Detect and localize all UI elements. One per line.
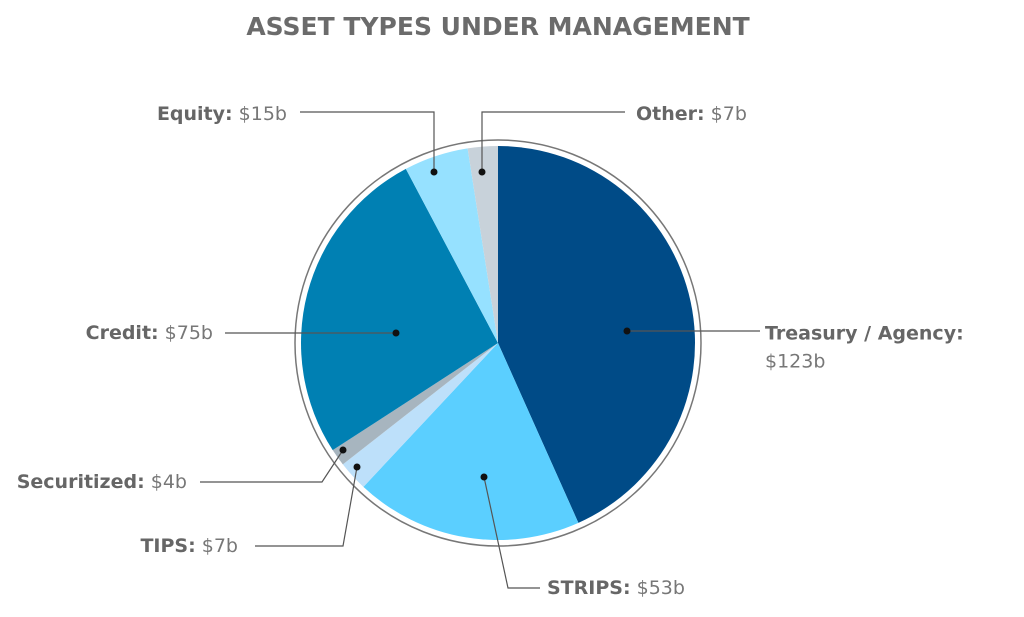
slice-value: $7b bbox=[202, 535, 238, 557]
leader-line bbox=[483, 476, 540, 589]
slice-label: Equity: bbox=[157, 103, 233, 125]
slice-label: Other: bbox=[636, 103, 705, 125]
slice-label-group: Other: $7b bbox=[636, 103, 747, 125]
slice-value: $75b bbox=[165, 322, 213, 344]
pie-slice bbox=[342, 343, 498, 487]
pie-ring bbox=[294, 139, 702, 547]
chart-title: ASSET TYPES UNDER MANAGEMENT bbox=[246, 12, 749, 41]
pie-slice bbox=[332, 343, 498, 465]
slice-label: Credit: bbox=[86, 322, 159, 344]
slice-value: $53b bbox=[637, 577, 685, 599]
leader-dot bbox=[480, 473, 488, 481]
slice-label-group: Equity: $15b bbox=[157, 103, 287, 125]
slice-label: STRIPS: bbox=[547, 577, 631, 599]
slice-value: $7b bbox=[711, 103, 747, 125]
leader-line bbox=[300, 111, 435, 172]
slice-label-group: Securitized: $4b bbox=[17, 471, 187, 493]
slice-label: Treasury / Agency: bbox=[765, 323, 964, 345]
slice-label-group: TIPS: $7b bbox=[140, 535, 238, 557]
pie-slice bbox=[498, 146, 695, 523]
slice-value: $15b bbox=[239, 103, 287, 125]
leader-dot bbox=[353, 463, 361, 471]
pie-slice bbox=[363, 343, 579, 540]
pie-slice bbox=[300, 168, 498, 451]
slice-label: Securitized: bbox=[17, 471, 145, 493]
leader-line bbox=[200, 449, 344, 483]
leader-dot bbox=[339, 446, 347, 454]
leader-line bbox=[255, 466, 358, 547]
leader-dot bbox=[392, 329, 400, 337]
slice-label: TIPS: bbox=[140, 535, 195, 557]
pie-slice bbox=[405, 148, 498, 343]
leader-dot bbox=[430, 168, 438, 176]
leader-line bbox=[481, 111, 625, 172]
slice-value: $123b bbox=[765, 351, 825, 373]
leader-dot bbox=[623, 327, 631, 335]
slice-label-group: Credit: $75b bbox=[86, 322, 213, 344]
leader-dot bbox=[478, 168, 486, 176]
pie-slice bbox=[467, 146, 498, 343]
slice-label-group: STRIPS: $53b bbox=[547, 577, 685, 599]
slice-value: $4b bbox=[151, 471, 187, 493]
